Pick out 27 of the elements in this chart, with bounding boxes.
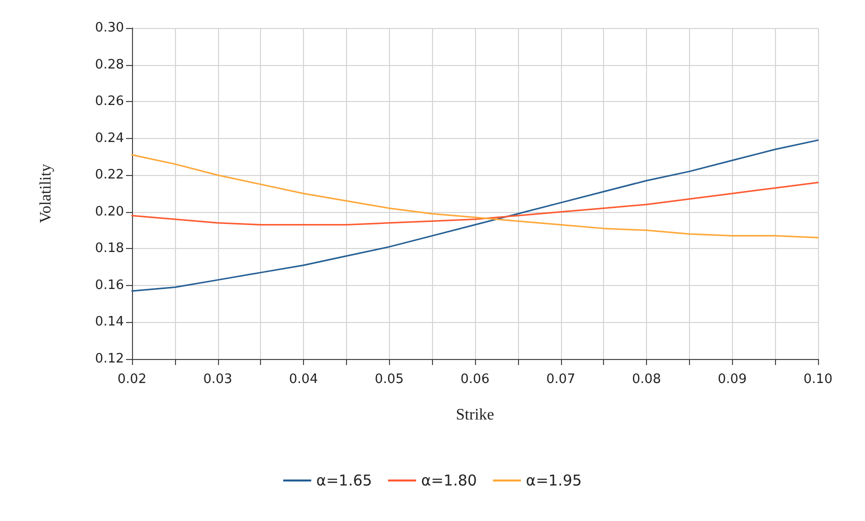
x-axis-title: Strike	[456, 406, 494, 424]
legend-label: α=1.95	[526, 472, 582, 490]
y-tick-label: 0.26	[95, 94, 124, 110]
line-series	[131, 154, 819, 238]
y-tick-label: 0.14	[95, 314, 124, 330]
y-tick-label: 0.18	[95, 241, 124, 256]
y-tick-label: 0.30	[95, 20, 124, 36]
y-tick-label: 0.22	[95, 168, 124, 183]
x-tick-label: 0.08	[632, 372, 661, 387]
x-tick-label: 0.06	[460, 372, 490, 387]
x-tick-label: 0.10	[804, 372, 832, 387]
y-axis-title: Volatility	[38, 164, 54, 224]
y-tick-label: 0.28	[95, 57, 124, 72]
y-tick-label: 0.24	[95, 130, 124, 146]
y-tick-label: 0.20	[95, 204, 124, 220]
x-tick-label: 0.07	[546, 372, 576, 387]
line-series	[131, 139, 819, 292]
x-tick-label: 0.05	[374, 372, 404, 387]
y-tick-label: 0.16	[95, 278, 124, 293]
line-series	[131, 182, 819, 226]
x-tick-label: 0.02	[118, 372, 146, 387]
legend-label: α=1.80	[421, 472, 477, 490]
x-tick-label: 0.03	[203, 372, 232, 387]
x-tick-label: 0.04	[289, 372, 318, 387]
legend-label: α=1.65	[316, 472, 372, 490]
x-tick-label: 0.09	[718, 372, 747, 387]
y-tick-label: 0.12	[95, 352, 124, 366]
